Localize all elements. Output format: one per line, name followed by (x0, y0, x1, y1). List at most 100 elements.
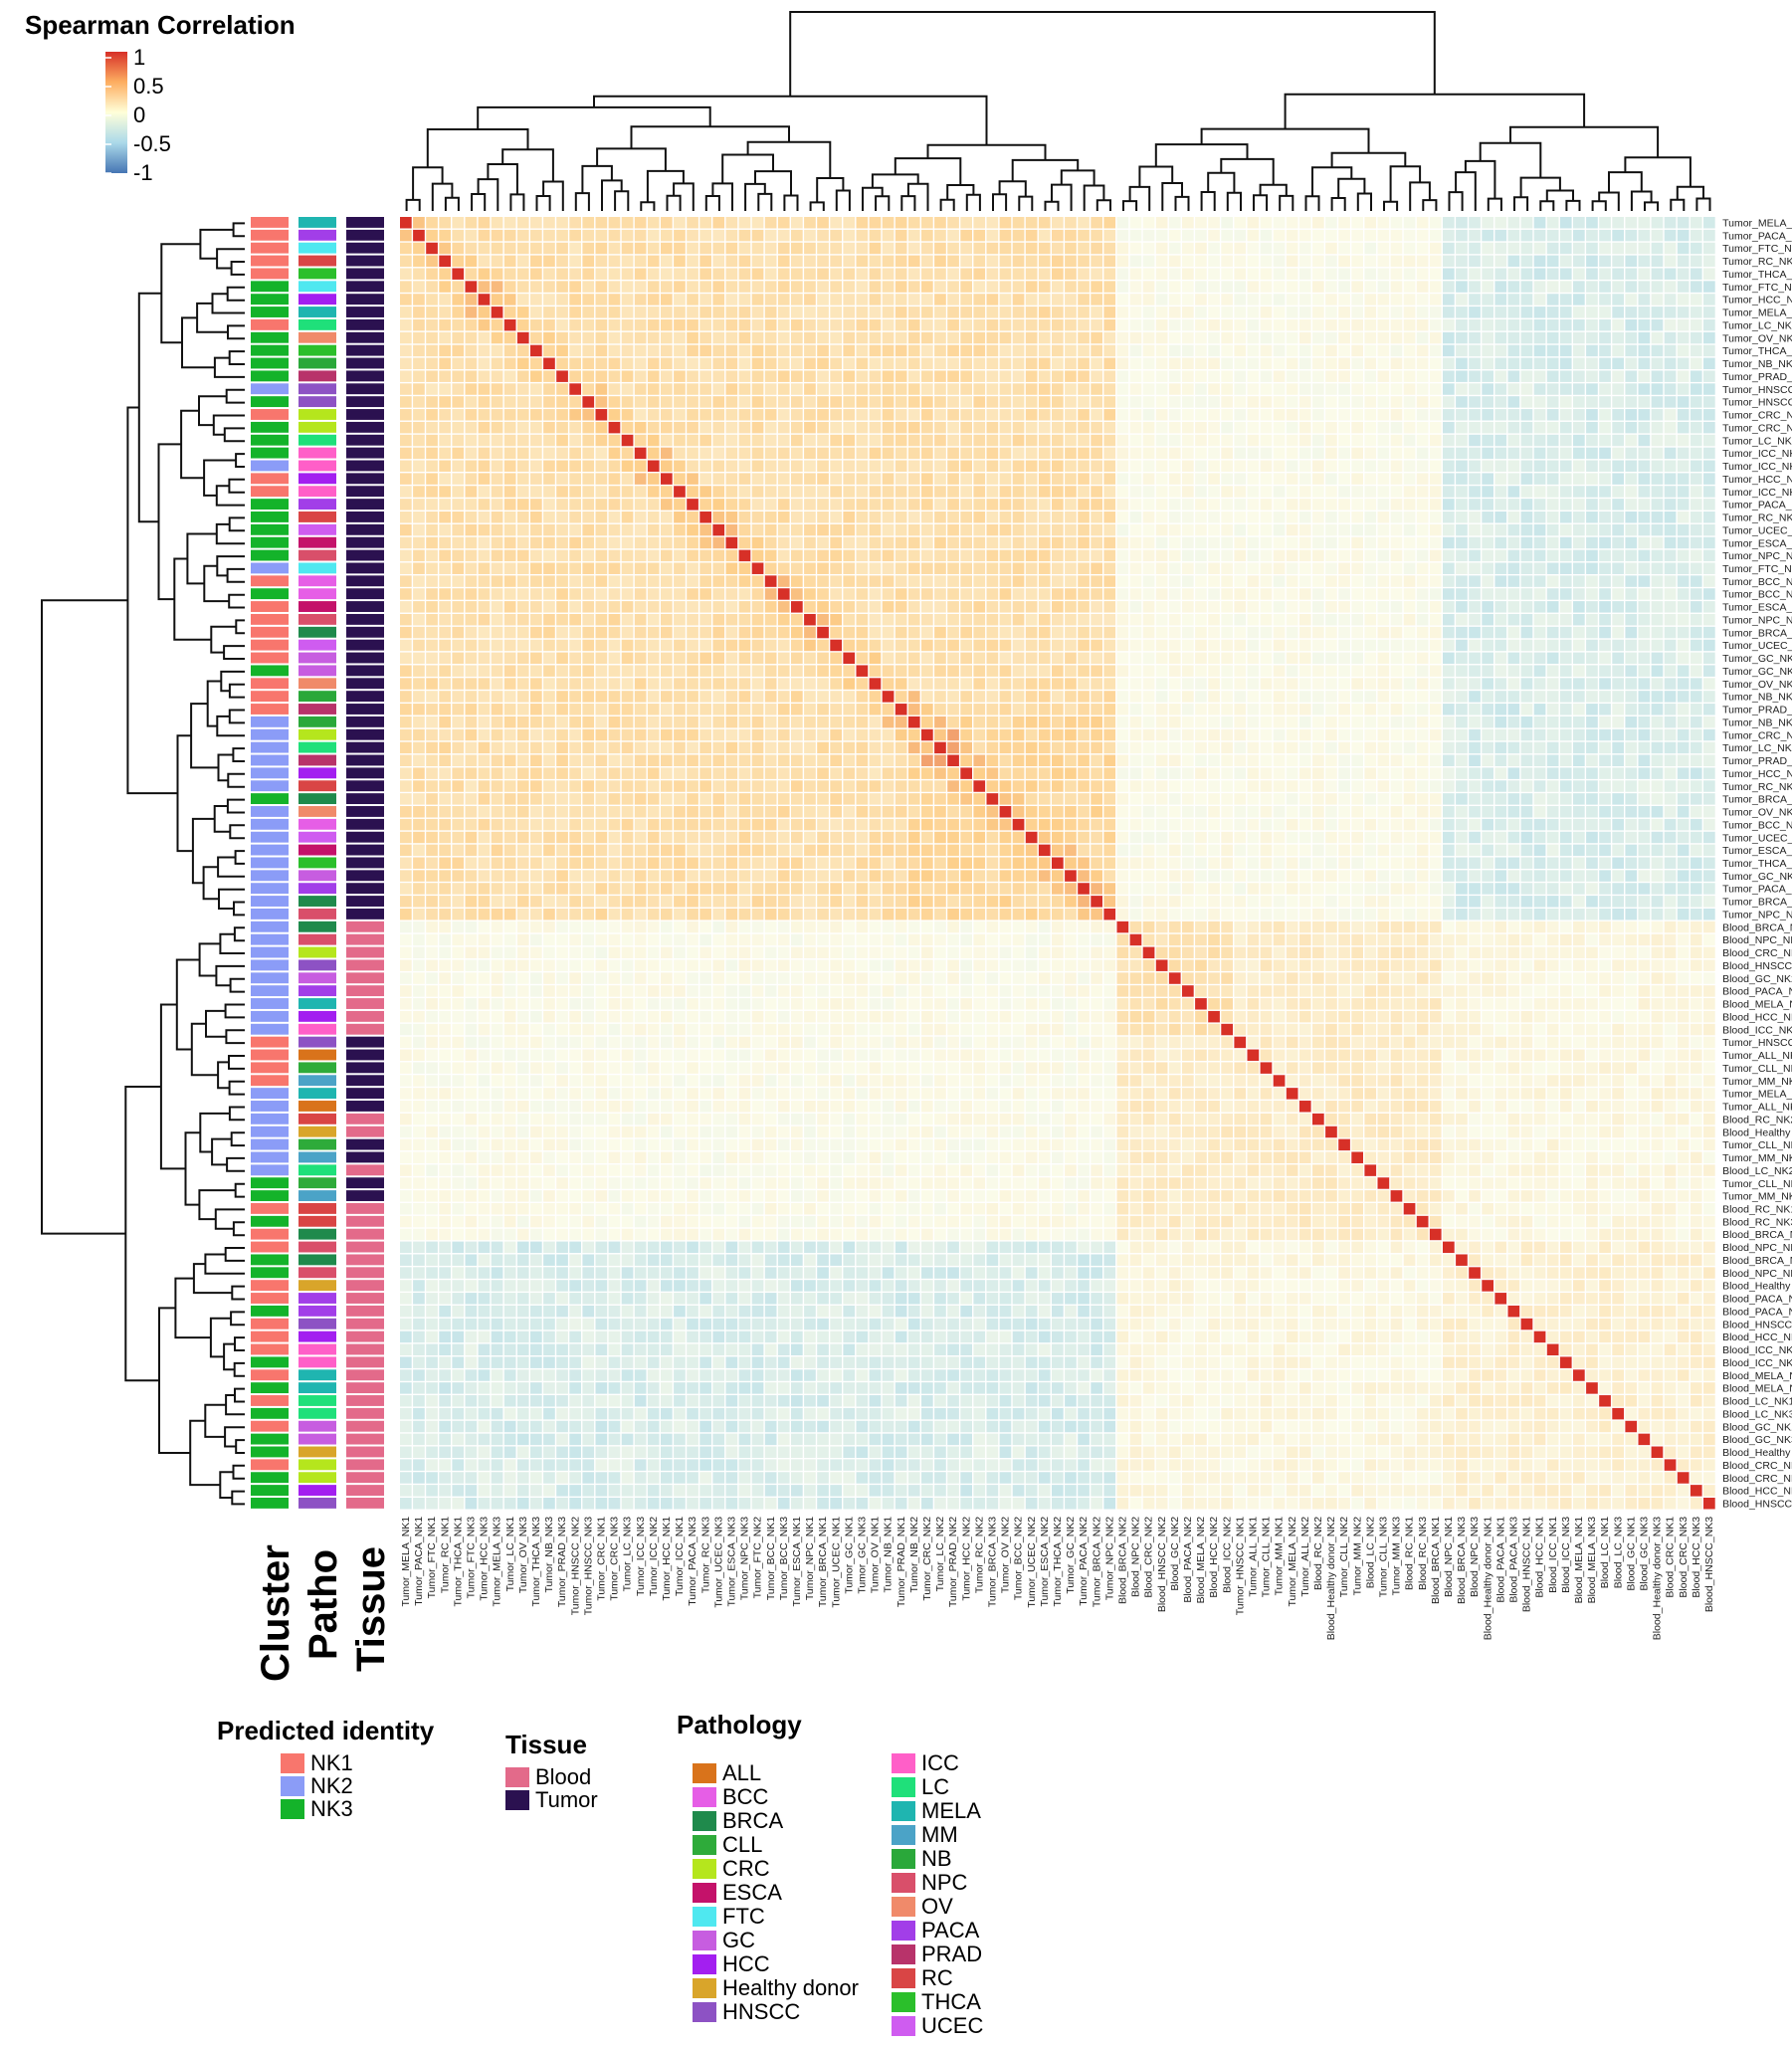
heatmap-cell (439, 268, 451, 280)
heatmap-cell (1599, 268, 1611, 280)
heatmap-cell (1221, 473, 1233, 485)
heatmap-cell (1638, 562, 1651, 574)
heatmap-cell (478, 523, 491, 536)
tissue-cell (346, 421, 384, 433)
heatmap-cell (1286, 652, 1298, 665)
heatmap-cell (1116, 242, 1129, 255)
dendrogram-branch (1422, 199, 1438, 211)
heatmap-cell (856, 512, 869, 523)
heatmap-cell (503, 499, 516, 511)
heatmap-cell (687, 613, 698, 626)
heatmap-cell (1025, 716, 1038, 728)
tissue-cell (346, 626, 384, 638)
heatmap-cell (1364, 229, 1377, 242)
heatmap-cell (413, 716, 425, 728)
heatmap-cell (1443, 678, 1455, 690)
heatmap-cell (503, 473, 516, 485)
heatmap-cell (804, 588, 816, 600)
heatmap-cell (1052, 383, 1064, 395)
heatmap-cell (1390, 626, 1403, 639)
heatmap-cell (647, 691, 660, 703)
heatmap-cell (791, 601, 803, 613)
heatmap-cell (1559, 601, 1572, 613)
heatmap-cell (1091, 229, 1102, 242)
heatmap-cell (634, 704, 647, 716)
heatmap-cell (503, 294, 516, 306)
heatmap-cell (413, 741, 425, 754)
heatmap-cell (595, 754, 608, 767)
heatmap-cell (804, 421, 816, 434)
heatmap-cell (465, 704, 478, 716)
heatmap-cell (1586, 536, 1598, 549)
heatmap-cell (1351, 447, 1363, 460)
heatmap-cell (1155, 754, 1168, 767)
heatmap-cell (986, 678, 999, 690)
heatmap-cell (1038, 460, 1051, 472)
heatmap-cell (1456, 307, 1468, 318)
heatmap-cell (426, 421, 438, 434)
heatmap-cell (1573, 318, 1585, 331)
heatmap-cell (934, 678, 946, 690)
heatmap-cell (1533, 639, 1546, 652)
heatmap-cell (1038, 704, 1051, 716)
heatmap-cell (516, 409, 529, 421)
heatmap-cell (1025, 294, 1038, 306)
patho-cell (299, 370, 336, 382)
heatmap-cell (1664, 281, 1677, 293)
heatmap-cell (882, 294, 895, 306)
patho-cell (299, 562, 336, 574)
heatmap-cell (1012, 473, 1025, 485)
heatmap-cell (1664, 460, 1677, 472)
heatmap-cell (804, 473, 816, 485)
heatmap-cell (1182, 704, 1194, 716)
heatmap-cell (1234, 741, 1247, 754)
heatmap-cell (907, 665, 920, 677)
heatmap-cell (439, 499, 451, 511)
heatmap-cell (1234, 421, 1247, 434)
heatmap-cell (674, 318, 686, 331)
heatmap-cell (1482, 665, 1493, 677)
heatmap-cell (1403, 549, 1416, 562)
patho-cell (299, 844, 336, 856)
cluster-cell (251, 818, 289, 830)
heatmap-cell (516, 255, 529, 268)
heatmap-cell (1116, 217, 1129, 229)
heatmap-cell (1494, 434, 1507, 447)
tissue-cell (346, 255, 384, 267)
heatmap-cell (712, 639, 725, 652)
heatmap-cell (1273, 255, 1286, 268)
heatmap-cell (1116, 434, 1129, 447)
heatmap-cell (1651, 754, 1664, 767)
heatmap-cell (1091, 421, 1102, 434)
heatmap-cell (400, 780, 412, 792)
heatmap-cell (1195, 741, 1207, 754)
heatmap-cell (530, 704, 542, 716)
heatmap-cell (921, 473, 933, 485)
heatmap-cell (452, 626, 465, 639)
heatmap-cell (1703, 741, 1715, 754)
dendrogram-branch (535, 195, 551, 211)
heatmap-cell (1507, 229, 1520, 242)
heatmap-cell (699, 601, 711, 613)
heatmap-cell (934, 741, 946, 754)
heatmap-cell (1690, 665, 1702, 677)
heatmap-cell (1065, 294, 1077, 306)
heatmap-cell (751, 562, 764, 574)
heatmap-cell (1690, 344, 1702, 357)
heatmap-cell (1298, 447, 1311, 460)
heatmap-cell (725, 409, 738, 421)
heatmap-cell (1443, 754, 1455, 767)
heatmap-cell (791, 575, 803, 587)
heatmap-cell (1247, 728, 1260, 741)
heatmap-cell (569, 716, 581, 728)
heatmap-cell (1168, 229, 1181, 242)
heatmap-cell (452, 370, 465, 382)
heatmap-cell (1208, 613, 1220, 626)
heatmap-cell (1390, 754, 1403, 767)
dendrogram-branch (1304, 195, 1320, 211)
cluster-cell (251, 665, 289, 677)
heatmap-cell (1078, 421, 1090, 434)
patho-cell (299, 652, 336, 664)
heatmap-cell (1494, 691, 1507, 703)
heatmap-cell (973, 588, 986, 600)
